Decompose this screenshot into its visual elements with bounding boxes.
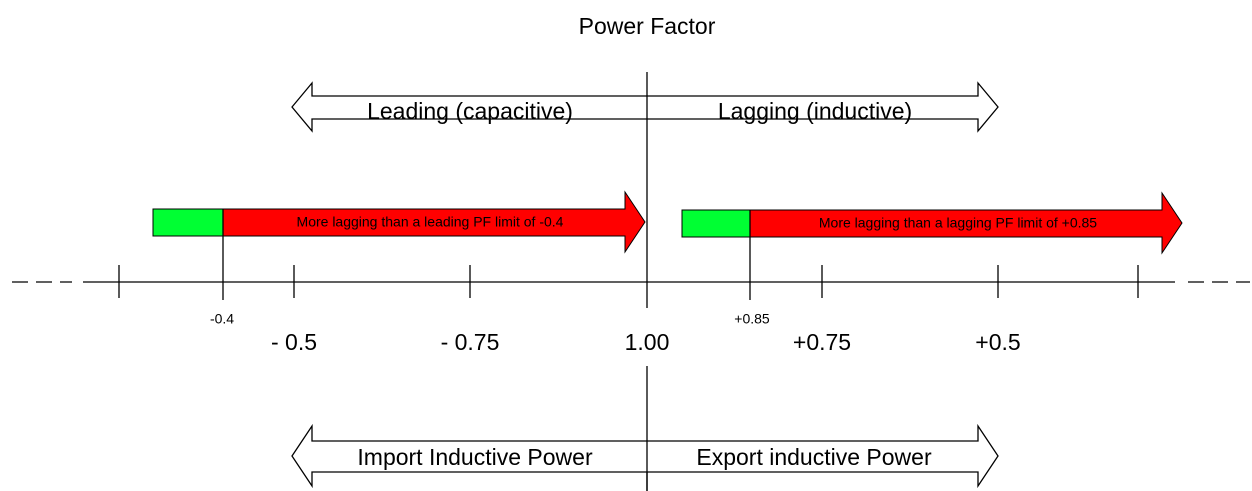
axis-label: - 0.5	[271, 329, 317, 355]
export-label: Export inductive Power	[696, 444, 932, 470]
lagging-label: Lagging (inductive)	[718, 98, 912, 124]
direction-arrow	[291, 81, 999, 133]
limit-label: +0.85	[734, 311, 770, 327]
green-zone	[681, 209, 751, 238]
green-zone	[152, 208, 224, 237]
import-label: Import Inductive Power	[357, 444, 593, 470]
ticks	[118, 209, 1139, 300]
axis-label: +0.75	[793, 329, 851, 355]
power-arrow	[291, 423, 999, 489]
leading-label: Leading (capacitive)	[367, 98, 573, 124]
limit-text: More lagging than a lagging PF limit of …	[819, 215, 1097, 231]
limit-label: -0.4	[210, 311, 234, 327]
axis-label: 1.00	[625, 329, 670, 355]
limit-arrow	[749, 191, 1183, 255]
limit-text: More lagging than a leading PF limit of …	[297, 214, 564, 230]
title: Power Factor	[579, 13, 716, 39]
axis-label: - 0.75	[441, 329, 500, 355]
limit-arrow	[222, 190, 646, 254]
axis-label: +0.5	[975, 329, 1020, 355]
